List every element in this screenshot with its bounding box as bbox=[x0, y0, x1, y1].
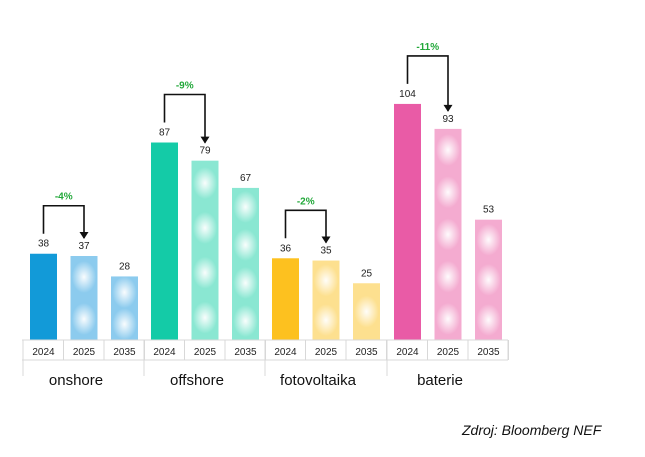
year-tick-label: 2024 bbox=[274, 347, 297, 358]
value-label: 79 bbox=[199, 146, 211, 157]
bar-texture bbox=[435, 176, 461, 209]
bar-texture bbox=[192, 256, 218, 289]
bar-texture bbox=[112, 276, 137, 309]
change-arrowhead bbox=[200, 136, 210, 144]
year-tick-label: 2025 bbox=[315, 347, 338, 358]
change-label: -9% bbox=[176, 81, 194, 92]
change-label: -11% bbox=[416, 42, 439, 53]
change-arrowhead bbox=[79, 232, 89, 240]
category-label: fotovoltaika bbox=[280, 372, 357, 389]
value-label: 36 bbox=[280, 243, 292, 254]
change-bracket bbox=[406, 55, 449, 111]
value-label: 38 bbox=[38, 239, 50, 250]
bar-texture bbox=[233, 190, 258, 223]
bar-offshore-2024 bbox=[151, 142, 178, 340]
source-note: Zdroj: Bloomberg NEF bbox=[462, 422, 602, 438]
bars-layer bbox=[30, 103, 502, 340]
bar-texture bbox=[313, 304, 339, 337]
change-arrowhead bbox=[321, 236, 331, 244]
value-label: 28 bbox=[119, 261, 131, 272]
bar-onshore-2024 bbox=[30, 253, 57, 340]
year-tick-label: 2035 bbox=[113, 347, 136, 358]
year-tick-label: 2025 bbox=[437, 347, 460, 358]
bar-texture bbox=[435, 260, 461, 293]
bar-texture bbox=[192, 301, 218, 334]
bar-fotovoltaika-2024 bbox=[272, 258, 299, 340]
bar-texture bbox=[233, 304, 258, 337]
value-label: 25 bbox=[361, 268, 373, 279]
value-label: 37 bbox=[78, 241, 90, 252]
change-arrowhead bbox=[443, 104, 453, 112]
category-label: onshore bbox=[49, 372, 103, 389]
year-tick-label: 2035 bbox=[477, 347, 500, 358]
change-bracket bbox=[163, 93, 206, 143]
year-tick-label: 2035 bbox=[355, 347, 378, 358]
category-label: offshore bbox=[170, 372, 224, 389]
bar-texture bbox=[476, 223, 501, 256]
year-tick-label: 2035 bbox=[234, 347, 257, 358]
bar-texture bbox=[435, 218, 461, 251]
x-axis: 2024 2025 2035 onshore 2024 2025 2035 offshore 2… bbox=[22, 339, 509, 389]
bar-baterie-2024 bbox=[394, 103, 421, 340]
year-tick-label: 2025 bbox=[73, 347, 96, 358]
bar-texture bbox=[313, 264, 339, 297]
value-label: 87 bbox=[159, 128, 171, 139]
brackets-layer: -4% -9% -2% -11% bbox=[42, 42, 453, 244]
year-tick-label: 2024 bbox=[396, 347, 419, 358]
value-label: 35 bbox=[320, 246, 332, 257]
bar-texture bbox=[435, 134, 461, 167]
change-label: -2% bbox=[297, 196, 315, 207]
bar-texture bbox=[71, 303, 97, 336]
bar-texture bbox=[192, 211, 218, 244]
value-label: 67 bbox=[240, 173, 252, 184]
year-tick-label: 2024 bbox=[32, 347, 55, 358]
value-label: 93 bbox=[442, 114, 454, 125]
value-label: 53 bbox=[483, 205, 495, 216]
bar-texture bbox=[476, 303, 501, 336]
year-tick-label: 2025 bbox=[194, 347, 217, 358]
bar-texture bbox=[476, 263, 501, 296]
value-label: 104 bbox=[399, 89, 416, 100]
bar-texture bbox=[112, 308, 137, 340]
labels-layer: 38 37 28 87 79 67 36 35 25 104 93 53 bbox=[38, 89, 495, 279]
bar-texture bbox=[192, 167, 218, 200]
bar-texture bbox=[233, 266, 258, 299]
change-label: -4% bbox=[55, 192, 73, 203]
category-label: baterie bbox=[417, 372, 463, 389]
year-tick-label: 2024 bbox=[153, 347, 176, 358]
change-bracket bbox=[42, 204, 85, 239]
bar-texture bbox=[71, 261, 97, 294]
bar-texture bbox=[354, 295, 379, 328]
bar-texture bbox=[435, 302, 461, 335]
change-bracket bbox=[284, 209, 327, 243]
bar-texture bbox=[233, 228, 258, 261]
